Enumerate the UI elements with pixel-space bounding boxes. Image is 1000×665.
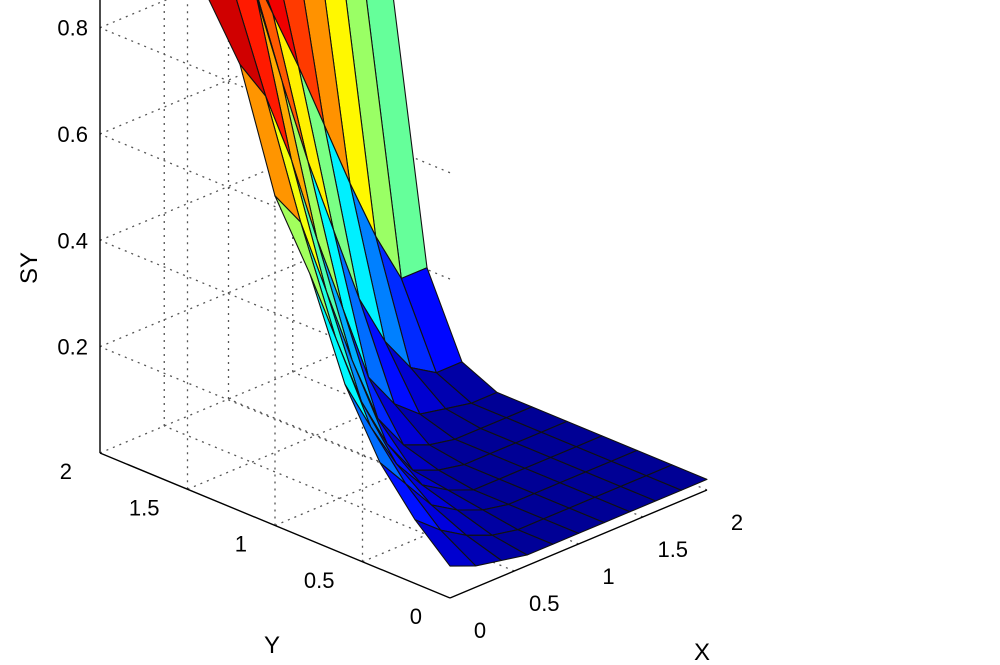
- z-axis-label: SY: [16, 252, 43, 284]
- grid-line: [99, 344, 358, 454]
- tick-labels: 0.2 0.4 0.6 0.8 0 0.5 1 1.5 2 0 0.5 1 1.5 2: [57, 16, 743, 643]
- z-tick-label: 0.2: [57, 335, 88, 360]
- y-tick-label: 1: [235, 532, 247, 557]
- y-tick-label: 2: [60, 459, 72, 484]
- x-tick-label: 0: [474, 618, 486, 643]
- surface: [208, 0, 708, 567]
- x-axis-label: X: [694, 639, 710, 665]
- y-tick-label: 0: [410, 604, 422, 629]
- x-tick-label: 1: [602, 564, 614, 589]
- y-axis-label: Y: [264, 632, 280, 659]
- axes: [99, 0, 708, 599]
- y-tick-label: 0.5: [304, 568, 335, 593]
- y-axis-line: [99, 452, 451, 599]
- x-tick-label: 1.5: [657, 537, 688, 562]
- x-tick-label: 2: [731, 510, 743, 535]
- x-tick-label: 0.5: [529, 591, 560, 616]
- y-tick-label: 1.5: [129, 495, 160, 520]
- z-tick-label: 0.4: [57, 228, 88, 253]
- z-tick-label: 0.6: [57, 122, 88, 147]
- surface-face: [414, 519, 477, 567]
- z-tick-label: 0.8: [57, 16, 88, 41]
- x-axis-line: [449, 489, 708, 599]
